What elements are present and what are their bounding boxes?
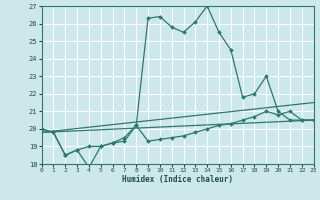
X-axis label: Humidex (Indice chaleur): Humidex (Indice chaleur) [122, 175, 233, 184]
